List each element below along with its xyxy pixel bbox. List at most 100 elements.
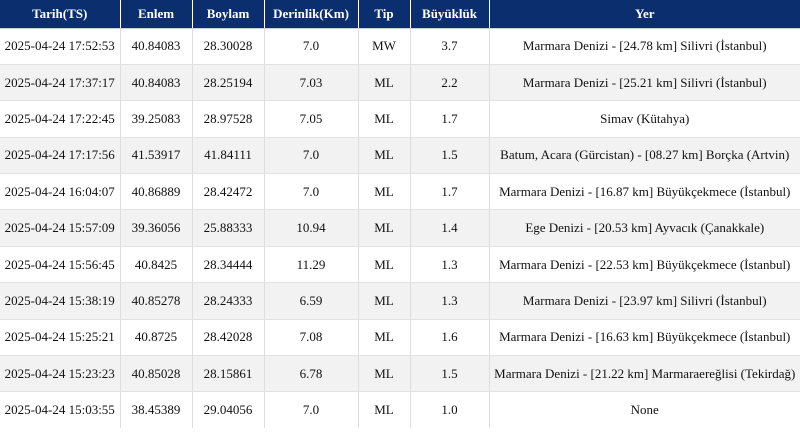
column-header-tip: Tip (358, 0, 411, 29)
cell-buyukluk: 1.4 (410, 209, 490, 247)
column-header-derinlik: Derinlik(Km) (264, 0, 359, 29)
table-row: 2025-04-24 15:25:21 40.8725 28.42028 7.08 ML… (0, 319, 800, 357)
cell-buyukluk: 1.6 (410, 319, 490, 357)
table-row: 2025-04-24 15:23:23 40.85028 28.15861 6.78 M… (0, 355, 800, 393)
cell-tarih: 2025-04-24 17:52:53 (0, 28, 121, 65)
table-row: 2025-04-24 17:52:53 40.84083 28.30028 7.0 MW… (0, 28, 800, 65)
cell-derinlik: 7.0 (264, 28, 359, 65)
cell-yer: Marmara Denizi - [21.22 km] Marmaraereğl… (489, 355, 800, 393)
cell-tip: ML (358, 391, 411, 429)
cell-enlem: 40.85028 (120, 355, 193, 393)
cell-boylam: 28.25194 (192, 64, 265, 102)
cell-tip: ML (358, 173, 411, 211)
cell-enlem: 38.45389 (120, 391, 193, 429)
cell-boylam: 29.04056 (192, 391, 265, 429)
cell-tarih: 2025-04-24 15:25:21 (0, 319, 121, 357)
cell-yer: Marmara Denizi - [23.97 km] Silivri (İst… (489, 282, 800, 320)
cell-boylam: 28.97528 (192, 100, 265, 138)
cell-yer: Marmara Denizi - [16.87 km] Büyükçekmece… (489, 173, 800, 211)
cell-tarih: 2025-04-24 15:38:19 (0, 282, 121, 320)
cell-boylam: 25.88333 (192, 209, 265, 247)
cell-derinlik: 6.59 (264, 282, 359, 320)
cell-tip: ML (358, 246, 411, 284)
cell-yer: Simav (Kütahya) (489, 100, 800, 138)
cell-yer: Marmara Denizi - [25.21 km] Silivri (İst… (489, 64, 800, 102)
column-header-boylam: Boylam (192, 0, 265, 29)
cell-derinlik: 10.94 (264, 209, 359, 247)
column-header-tarih: Tarih(TS) (0, 0, 121, 29)
cell-tarih: 2025-04-24 17:17:56 (0, 137, 121, 175)
cell-buyukluk: 1.3 (410, 246, 490, 284)
cell-derinlik: 6.78 (264, 355, 359, 393)
cell-tarih: 2025-04-24 15:03:55 (0, 391, 121, 429)
cell-buyukluk: 2.2 (410, 64, 490, 102)
cell-yer: Ege Denizi - [20.53 km] Ayvacık (Çanakka… (489, 209, 800, 247)
cell-enlem: 40.8425 (120, 246, 193, 284)
table-header: Tarih(TS) Enlem Boylam Derinlik(Km) Tip Büyük… (0, 0, 800, 29)
cell-yer: None (489, 391, 800, 429)
cell-enlem: 40.84083 (120, 64, 193, 102)
cell-derinlik: 7.0 (264, 391, 359, 429)
column-header-buyukluk: Büyüklük (410, 0, 490, 29)
cell-yer: Marmara Denizi - [16.63 km] Büyükçekmece… (489, 319, 800, 357)
cell-tip: ML (358, 137, 411, 175)
cell-tarih: 2025-04-24 15:23:23 (0, 355, 121, 393)
cell-buyukluk: 1.0 (410, 391, 490, 429)
cell-tip: ML (358, 209, 411, 247)
cell-yer: Marmara Denizi - [24.78 km] Silivri (İst… (489, 28, 800, 65)
cell-enlem: 39.36056 (120, 209, 193, 247)
table-row: 2025-04-24 17:22:45 39.25083 28.97528 7.05 M… (0, 100, 800, 138)
cell-buyukluk: 3.7 (410, 28, 490, 65)
table-row: 2025-04-24 15:56:45 40.8425 28.34444 11.29 M… (0, 246, 800, 284)
cell-buyukluk: 1.7 (410, 100, 490, 138)
cell-enlem: 40.85278 (120, 282, 193, 320)
header-row: Tarih(TS) Enlem Boylam Derinlik(Km) Tip Büyük… (0, 0, 800, 29)
cell-buyukluk: 1.3 (410, 282, 490, 320)
cell-tip: ML (358, 319, 411, 357)
cell-boylam: 28.30028 (192, 28, 265, 65)
cell-enlem: 40.86889 (120, 173, 193, 211)
cell-enlem: 41.53917 (120, 137, 193, 175)
cell-derinlik: 7.03 (264, 64, 359, 102)
cell-derinlik: 7.0 (264, 137, 359, 175)
cell-boylam: 28.42028 (192, 319, 265, 357)
cell-tip: ML (358, 355, 411, 393)
cell-tip: ML (358, 282, 411, 320)
cell-derinlik: 11.29 (264, 246, 359, 284)
column-header-enlem: Enlem (120, 0, 193, 29)
table-row: 2025-04-24 15:03:55 38.45389 29.04056 7.0 ML… (0, 391, 800, 429)
table-row: 2025-04-24 17:17:56 41.53917 41.84111 7.0 ML… (0, 137, 800, 175)
cell-yer: Marmara Denizi - [22.53 km] Büyükçekmece… (489, 246, 800, 284)
cell-buyukluk: 1.5 (410, 137, 490, 175)
cell-enlem: 40.8725 (120, 319, 193, 357)
cell-boylam: 28.34444 (192, 246, 265, 284)
cell-buyukluk: 1.7 (410, 173, 490, 211)
cell-tarih: 2025-04-24 17:22:45 (0, 100, 121, 138)
table-row: 2025-04-24 17:37:17 40.84083 28.25194 7.03 M… (0, 64, 800, 102)
cell-derinlik: 7.08 (264, 319, 359, 357)
table-row: 2025-04-24 15:38:19 40.85278 28.24333 6.59 M… (0, 282, 800, 320)
cell-tarih: 2025-04-24 17:37:17 (0, 64, 121, 102)
cell-tip: ML (358, 100, 411, 138)
table-row: 2025-04-24 16:04:07 40.86889 28.42472 7.0 ML… (0, 173, 800, 211)
cell-derinlik: 7.0 (264, 173, 359, 211)
cell-tarih: 2025-04-24 15:56:45 (0, 246, 121, 284)
cell-yer: Batum, Acara (Gürcistan) - [08.27 km] Bo… (489, 137, 800, 175)
cell-boylam: 28.24333 (192, 282, 265, 320)
cell-tarih: 2025-04-24 16:04:07 (0, 173, 121, 211)
cell-boylam: 28.15861 (192, 355, 265, 393)
cell-boylam: 28.42472 (192, 173, 265, 211)
cell-tip: MW (358, 28, 411, 65)
table-row: 2025-04-24 15:57:09 39.36056 25.88333 10.94… (0, 209, 800, 247)
cell-enlem: 39.25083 (120, 100, 193, 138)
cell-tarih: 2025-04-24 15:57:09 (0, 209, 121, 247)
column-header-yer: Yer (489, 0, 800, 29)
cell-tip: ML (358, 64, 411, 102)
cell-buyukluk: 1.5 (410, 355, 490, 393)
cell-boylam: 41.84111 (192, 137, 265, 175)
cell-derinlik: 7.05 (264, 100, 359, 138)
table-body: 2025-04-24 17:52:53 40.84083 28.30028 7.0 MW… (0, 28, 800, 429)
cell-enlem: 40.84083 (120, 28, 193, 65)
earthquake-table: Tarih(TS) Enlem Boylam Derinlik(Km) Tip Büyük… (0, 0, 800, 429)
